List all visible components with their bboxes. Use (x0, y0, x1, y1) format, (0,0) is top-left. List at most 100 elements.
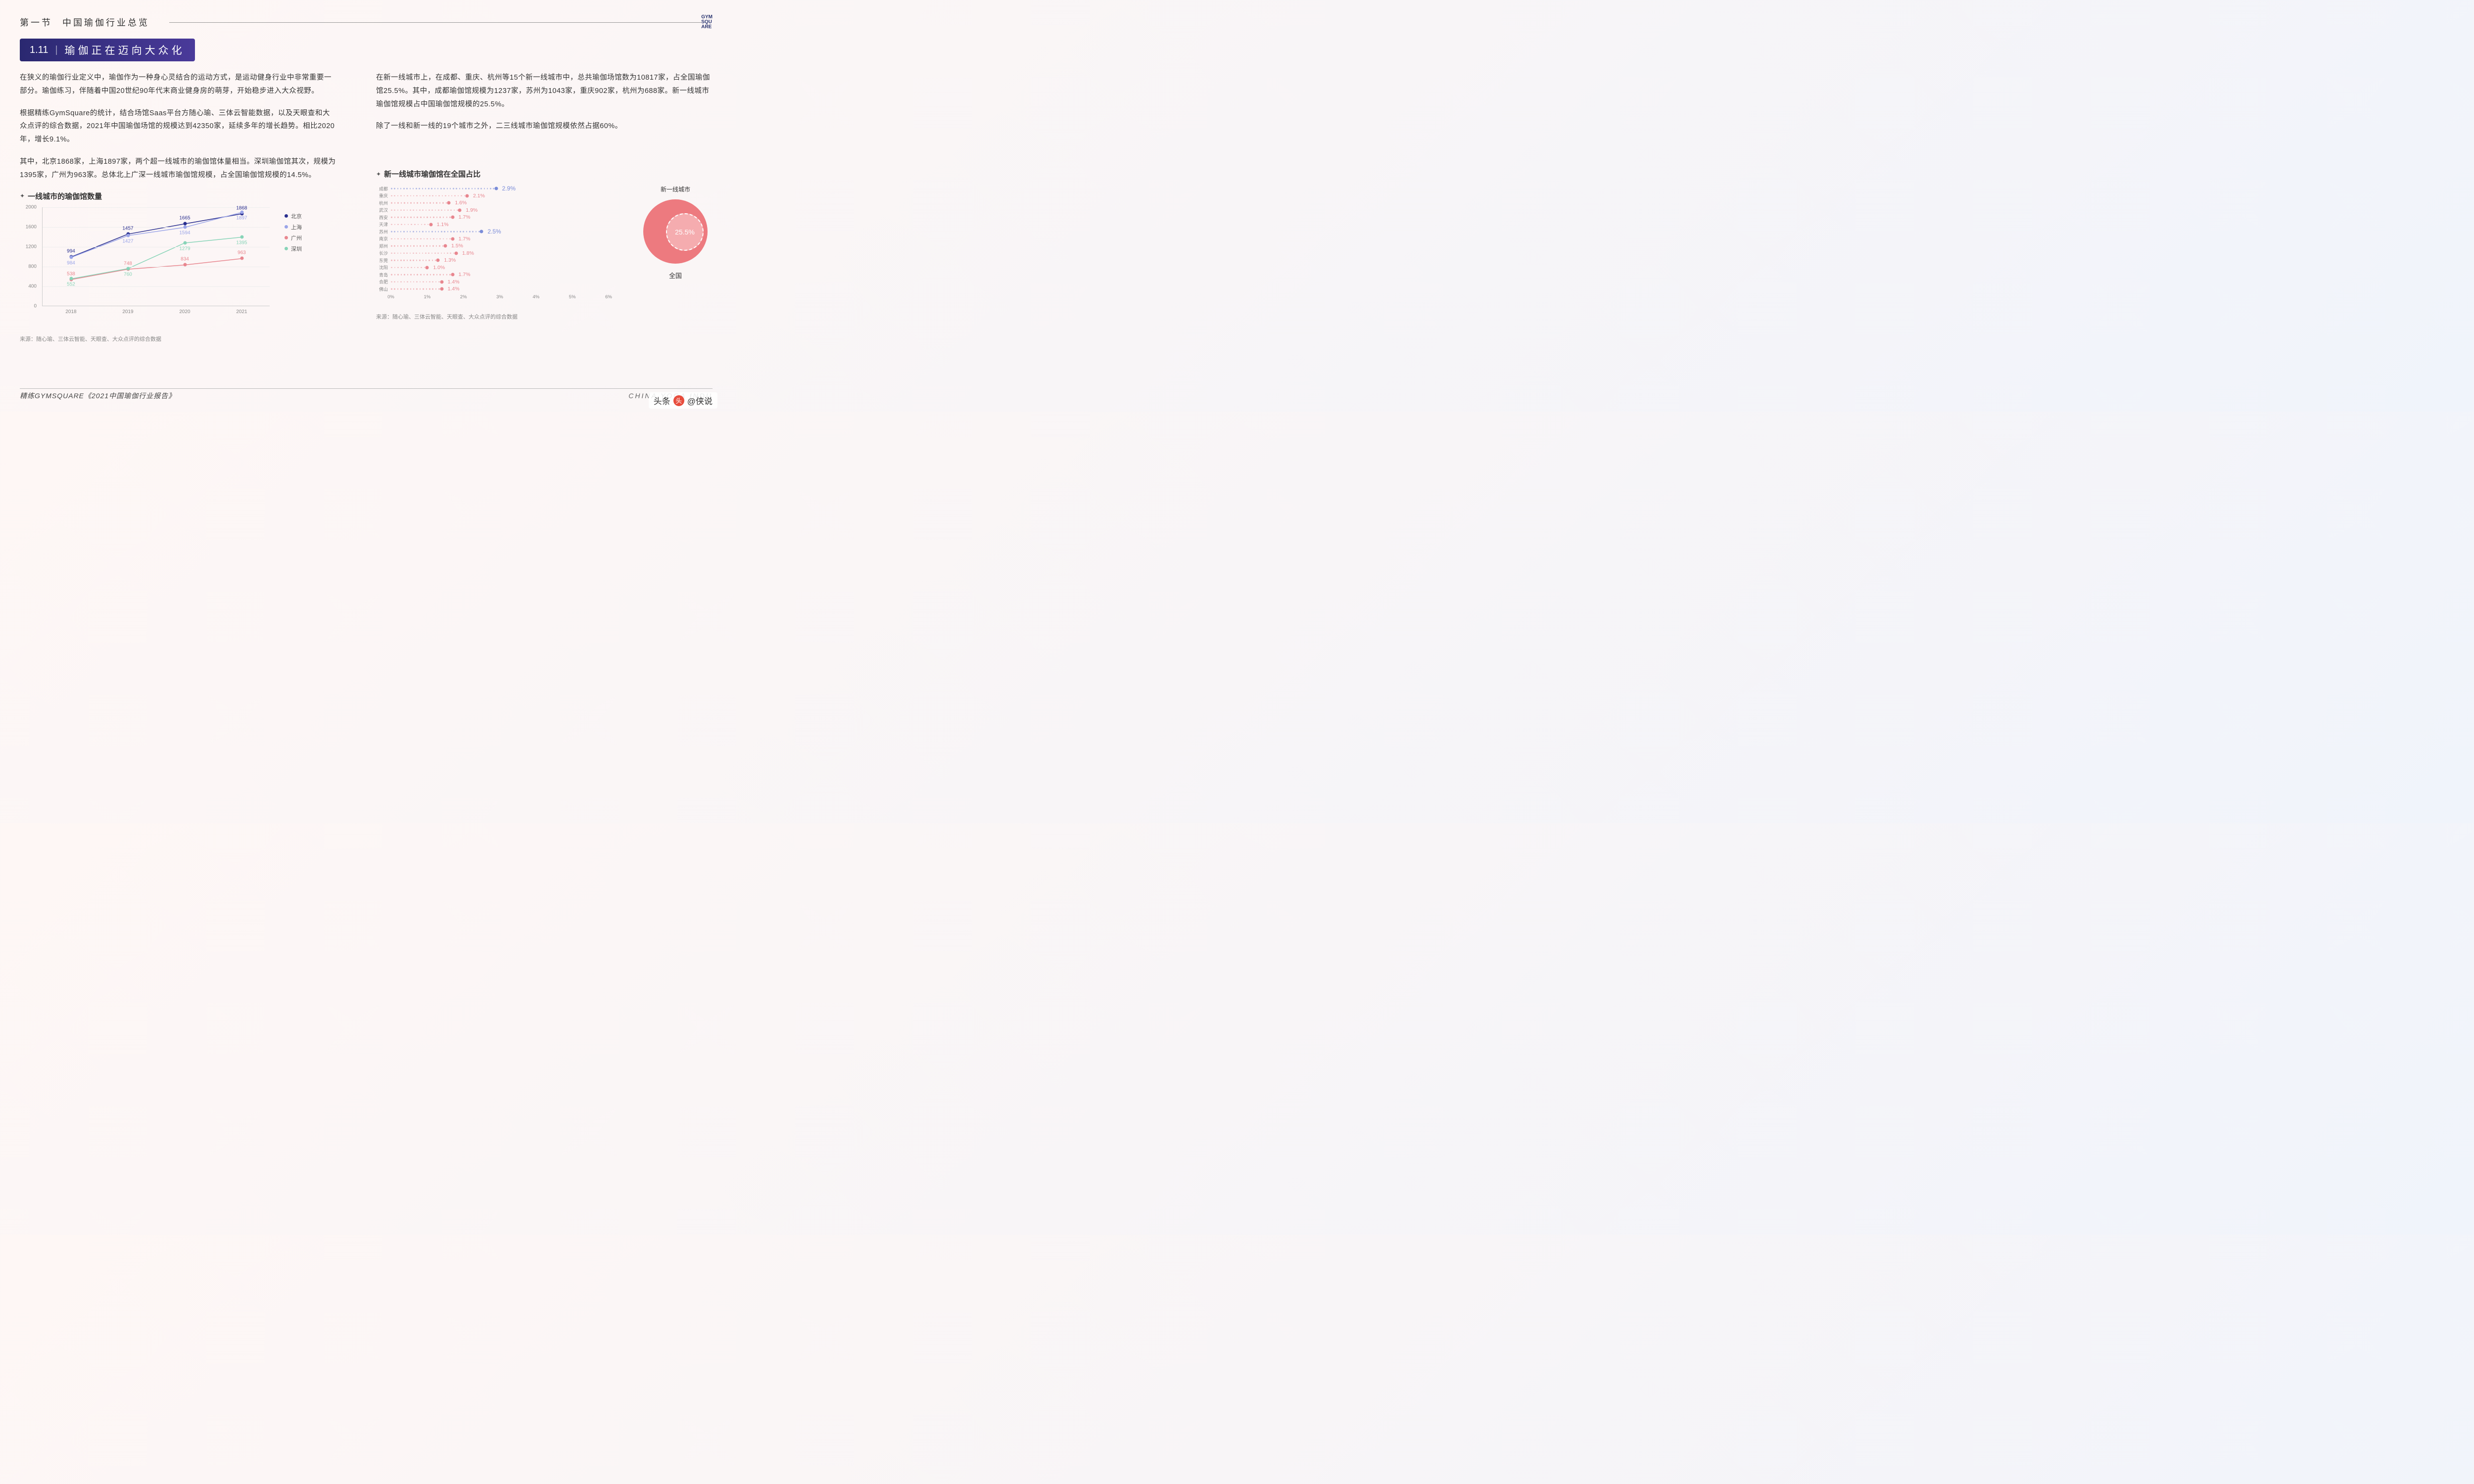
dot-row: 天津1.1% (376, 221, 623, 228)
dot-trail (403, 210, 405, 211)
dot-trail (450, 210, 452, 211)
data-point (183, 226, 187, 229)
dot-trail (439, 245, 440, 247)
dot-marker (455, 251, 458, 255)
dot-trail (490, 188, 491, 189)
dot-track: 1.4% (391, 279, 623, 284)
dot-trail (440, 188, 442, 189)
dot-trail (400, 245, 402, 247)
dot-trail (437, 188, 439, 189)
dot-trail (397, 210, 399, 211)
data-point (69, 277, 73, 280)
dot-trail (427, 238, 428, 240)
dot-marker (440, 280, 443, 283)
dot-trail (410, 253, 411, 254)
gymsquare-logo: GYM SQU ARE (701, 15, 713, 30)
dot-trail (419, 260, 421, 261)
y-tick: 2000 (26, 204, 37, 210)
dot-track: 2.1% (391, 193, 623, 198)
dot-track: 1.3% (391, 258, 623, 263)
dot-trail (435, 210, 436, 211)
dot-row: 佛山1.4% (376, 285, 623, 292)
city-name: 郑州 (376, 243, 391, 249)
dot-trail (453, 188, 454, 189)
dot-value-label: 2.1% (473, 193, 485, 199)
dot-trail (426, 288, 428, 290)
dot-trail (414, 217, 415, 218)
line-chart-container: 0400800120016002000 20182019202020219941… (20, 207, 336, 343)
right-charts: 成都2.9%重庆2.1%杭州1.6%武汉1.9%西安1.7%天津1.1%苏州2.… (376, 185, 713, 299)
dot-track: 1.8% (391, 251, 623, 256)
dot-trail (429, 288, 430, 290)
dot-track: 1.4% (391, 286, 623, 291)
x-tick: 2021 (236, 309, 247, 315)
dot-trail (433, 202, 434, 204)
dot-value-label: 1.4% (448, 286, 460, 292)
dot-trail (401, 267, 402, 269)
dot-row: 南京1.7% (376, 235, 623, 242)
dot-x-tick: 6% (605, 294, 612, 300)
dot-trail (400, 188, 402, 189)
dot-trail (413, 195, 415, 197)
dot-trail (438, 195, 440, 197)
dot-trail (433, 238, 434, 240)
paragraph: 根据精练GymSquare的统计，结合场馆Saas平台方随心瑜、三体云智能数据，… (20, 107, 336, 146)
dot-trail (403, 188, 405, 189)
dot-trail (424, 224, 426, 226)
dot-track: 1.7% (391, 236, 623, 241)
dot-trail (424, 238, 425, 240)
dot-trail (480, 188, 482, 189)
badge-separator: | (55, 45, 57, 56)
dot-trail (404, 281, 405, 283)
dot-trail (447, 210, 449, 211)
dot-trail (442, 195, 443, 197)
dot-trail (391, 224, 392, 226)
dot-trail (422, 253, 424, 254)
dot-trail (437, 253, 439, 254)
dot-trail (391, 238, 392, 240)
dot-trail (465, 188, 467, 189)
dot-marker (494, 187, 498, 190)
chart-title-row: ✦ 新一线城市瑜伽馆在全国占比 (376, 169, 713, 179)
dot-trail (400, 281, 402, 283)
dot-row: 东莞1.3% (376, 257, 623, 264)
dot-trail (469, 231, 471, 232)
dot-trail (446, 274, 448, 276)
dot-trail (397, 288, 399, 290)
dot-trail (439, 238, 441, 240)
dot-trail (401, 217, 402, 218)
dot-trail (448, 195, 450, 197)
dot-trail (441, 231, 442, 232)
dot-trail (397, 274, 399, 276)
data-point (183, 241, 187, 244)
y-axis: 0400800120016002000 (20, 207, 40, 306)
dot-trail (426, 210, 427, 211)
dot-trail (431, 210, 433, 211)
watermark-prefix: 头条 (654, 394, 670, 407)
dot-trail (407, 231, 408, 232)
dot-trail (410, 210, 411, 211)
city-name: 长沙 (376, 250, 391, 256)
dot-trail (420, 281, 421, 283)
dot-trail (400, 253, 402, 254)
dot-trail (435, 288, 437, 290)
data-label: 1427 (122, 239, 133, 244)
dot-trail (391, 253, 392, 254)
section-title: 中国瑜伽行业总览 (62, 16, 149, 29)
dot-row: 苏州2.5% (376, 228, 623, 235)
dot-value-label: 2.5% (487, 228, 501, 235)
dot-trail (407, 274, 409, 276)
data-label: 994 (67, 249, 75, 254)
data-point (126, 267, 130, 270)
dot-trail (391, 188, 392, 189)
dot-trail (404, 238, 405, 240)
dot-trail (435, 281, 437, 283)
dot-trail (403, 260, 405, 261)
dot-trail (425, 188, 427, 189)
y-tick: 400 (28, 283, 37, 289)
dot-trail (428, 260, 430, 261)
dot-trail (443, 188, 445, 189)
dot-value-label: 1.5% (451, 243, 463, 249)
dot-trail (428, 188, 429, 189)
city-name: 合肥 (376, 278, 391, 285)
